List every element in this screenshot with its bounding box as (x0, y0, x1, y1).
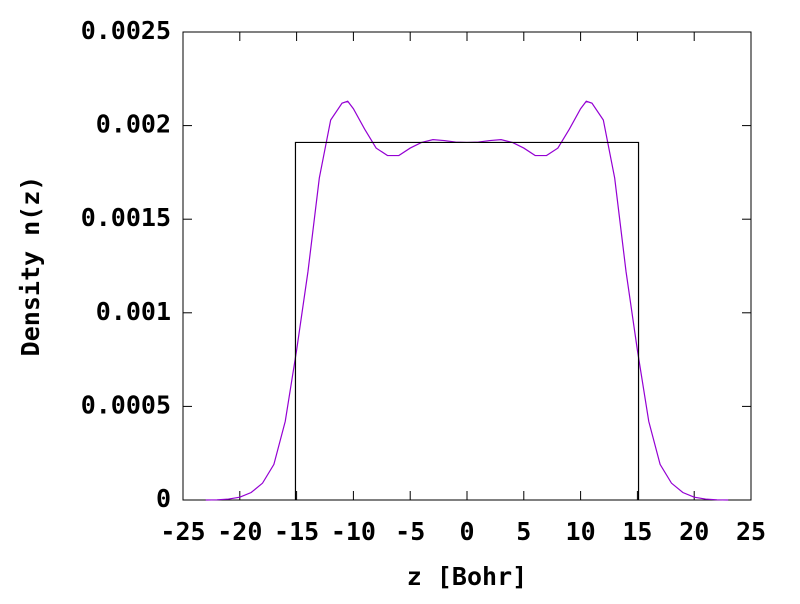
y-tick-label: 0.0025 (81, 16, 171, 45)
y-tick-label: 0.0015 (81, 203, 171, 232)
x-tick-label: -5 (395, 517, 425, 546)
x-tick-label: -15 (274, 517, 319, 546)
x-tick-label: 5 (516, 517, 531, 546)
x-tick-label: 25 (736, 517, 766, 546)
x-tick-label: -10 (331, 517, 376, 546)
x-tick-label: 10 (566, 517, 596, 546)
plot-frame (182, 31, 752, 501)
y-tick-label: 0 (156, 484, 171, 513)
x-axis-label: z [Bohr] (407, 562, 527, 591)
x-tick-label: 20 (679, 517, 709, 546)
x-tick-label: -25 (160, 517, 205, 546)
y-tick-label: 0.0005 (81, 390, 171, 419)
x-tick-label: 0 (459, 517, 474, 546)
y-axis-label: Density n(z) (16, 176, 45, 357)
data-line (205, 100, 729, 501)
x-tick-label: 15 (622, 517, 652, 546)
x-tick-label: -20 (217, 517, 262, 546)
y-tick-label: 0.001 (96, 297, 171, 326)
y-tick-label: 0.002 (96, 110, 171, 139)
data-line (294, 141, 640, 500)
